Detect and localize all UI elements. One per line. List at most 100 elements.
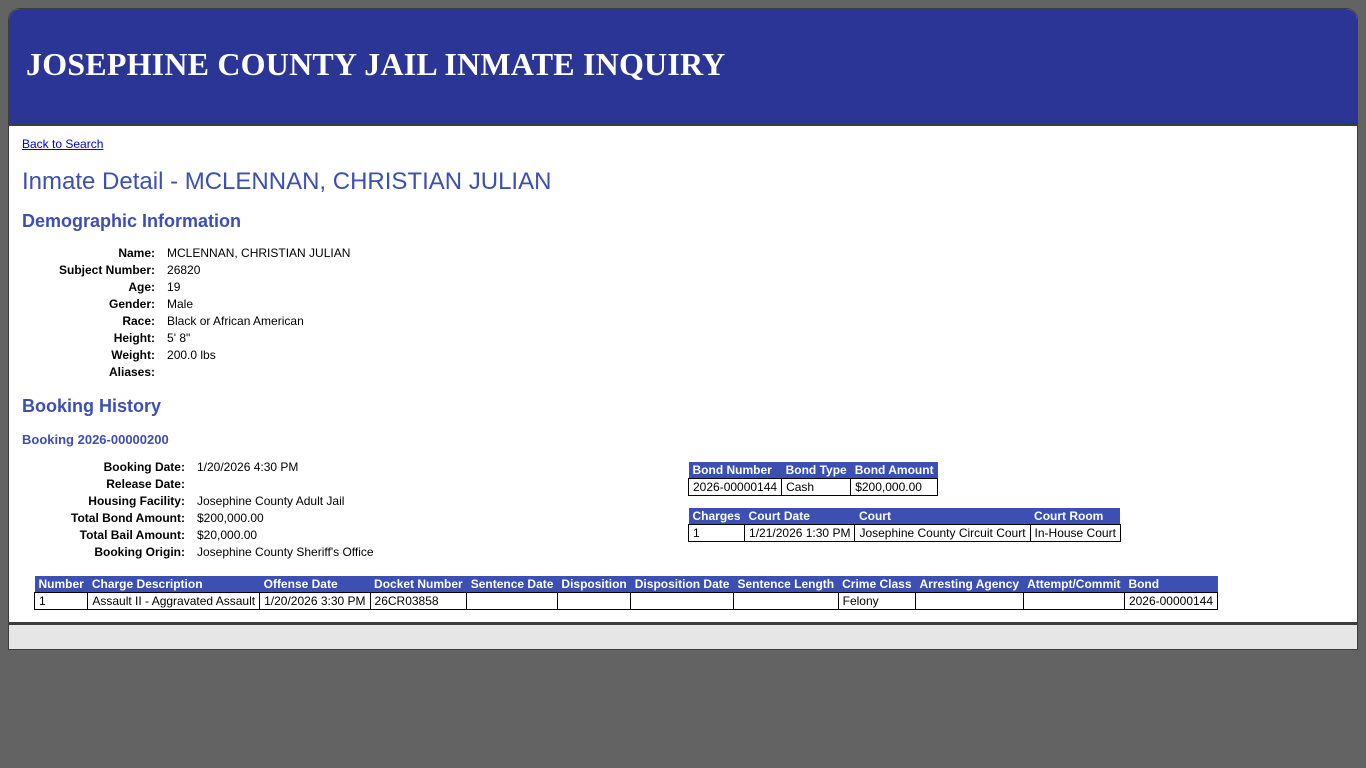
table-cell: Josephine County Circuit Court: [854, 524, 1031, 542]
table-cell: 1/21/2026 1:30 PM: [744, 524, 856, 542]
field-value: MCLENNAN, CHRISTIAN JULIAN: [167, 246, 351, 260]
main-content: Back to Search Inmate Detail - MCLENNAN,…: [9, 126, 1357, 621]
field-row: Race: Black or African American: [59, 314, 350, 331]
field-label: Housing Facility:: [88, 494, 185, 508]
table-cell: [915, 592, 1024, 610]
page-title: Inmate Detail - MCLENNAN, CHRISTIAN JULI…: [22, 168, 552, 195]
column-header: Number: [34, 576, 88, 593]
field-label: Total Bail Amount:: [79, 528, 185, 542]
field-value: Male: [167, 297, 194, 311]
field-row: Release Date:: [71, 477, 374, 494]
column-header: Arresting Agency: [915, 576, 1024, 593]
field-value: 1/20/2026 4:30 PM: [196, 460, 299, 474]
field-row: Height: 5' 8": [59, 331, 350, 348]
column-header: Bond Amount: [850, 462, 938, 479]
field-row: Total Bond Amount: $200,000.00: [71, 511, 374, 528]
court-table: Charges Court Date Court Court Room 1 1/21/20…: [687, 508, 1121, 542]
field-row: Aliases:: [59, 365, 350, 382]
table-cell: [466, 592, 558, 610]
column-header: Court Room: [1030, 508, 1121, 525]
table-cell: Felony: [837, 592, 917, 610]
table-cell: Assault II - Aggravated Assault: [87, 592, 261, 610]
booking-history-heading: Booking History: [22, 396, 162, 416]
field-value: $200,000.00: [196, 511, 264, 525]
header-row: Charges Court Date Court Court Room: [688, 508, 1121, 525]
field-value: $20,000.00: [196, 528, 258, 542]
field-row: Weight: 200.0 lbs: [59, 348, 350, 365]
field-row: Booking Origin: Josephine County Sheriff'…: [71, 545, 374, 562]
column-header: Attempt/Commit: [1023, 576, 1125, 593]
field-value: Josephine County Adult Jail: [196, 494, 345, 508]
table-cell: 1: [687, 524, 746, 542]
table-cell: 26CR03858: [369, 592, 468, 610]
field-row: Name: MCLENNAN, CHRISTIAN JULIAN: [59, 246, 350, 263]
table-cell: [630, 592, 734, 610]
field-row: Age: 19: [59, 280, 350, 297]
table-cell: [556, 592, 632, 610]
field-label: Aliases:: [108, 365, 156, 379]
column-header: Sentence Length: [733, 576, 839, 593]
table-cell: 2026-00000144: [1123, 592, 1219, 610]
table-cell: In-House Court: [1029, 524, 1121, 542]
field-row: Gender: Male: [59, 297, 350, 314]
column-header: Offense Date: [259, 576, 371, 593]
field-label: Gender:: [109, 297, 156, 311]
column-header: Court Date: [744, 508, 855, 525]
table-cell: [732, 592, 839, 610]
demographics-heading: Demographic Information: [22, 211, 242, 231]
field-label: Name:: [118, 246, 156, 260]
footer: [9, 622, 1357, 649]
header: JOSEPHINE COUNTY JAIL INMATE INQUIRY: [9, 9, 1357, 126]
column-header: Bond Number: [688, 462, 782, 479]
column-header: Charge Description: [87, 576, 260, 593]
field-label: Booking Origin:: [94, 545, 185, 559]
field-value: Josephine County Sheriff's Office: [196, 545, 374, 559]
header-row: Number Charge Description Offense Date Dock…: [34, 576, 1218, 593]
field-row: Housing Facility: Josephine County Adult …: [71, 494, 374, 511]
field-value: 200.0 lbs: [167, 348, 216, 362]
field-row: Subject Number: 26820: [59, 263, 350, 280]
table-cell: Cash: [781, 478, 852, 496]
column-header: Charges: [688, 508, 745, 525]
table-cell: $200,000.00: [850, 478, 939, 496]
back-to-search-link[interactable]: Back to Search: [22, 137, 104, 151]
field-value: 26820: [167, 263, 201, 277]
field-label: Race:: [122, 314, 156, 328]
field-value: 19: [167, 280, 181, 294]
booking-details-table: Booking Date: 1/20/2026 4:30 PM Release Da…: [71, 460, 374, 562]
field-value: 5' 8": [167, 331, 191, 345]
field-value: [167, 365, 350, 382]
table-row: 2026-00000144 Cash $200,000.00: [687, 478, 939, 496]
column-header: Disposition: [557, 576, 631, 593]
booking-heading: Booking 2026-00000200: [22, 432, 169, 447]
column-header: Bond: [1124, 576, 1218, 593]
table-cell: 1: [33, 592, 89, 610]
column-header: Docket Number: [370, 576, 467, 593]
field-label: Subject Number:: [59, 263, 156, 277]
field-row: Total Bail Amount: $20,000.00: [71, 528, 374, 545]
column-header: Sentence Date: [466, 576, 558, 593]
field-label: Release Date:: [106, 477, 185, 491]
page-frame: JOSEPHINE COUNTY JAIL INMATE INQUIRY Bac…: [8, 8, 1358, 650]
field-value: Black or African American: [167, 314, 304, 328]
field-label: Total Bond Amount:: [71, 511, 185, 525]
field-label: Weight:: [111, 348, 156, 362]
field-label: Height:: [113, 331, 156, 345]
table-cell: 1/20/2026 3:30 PM: [259, 592, 371, 610]
demographics-table: Name: MCLENNAN, CHRISTIAN JULIAN Subject N…: [59, 246, 350, 382]
header-row: Bond Number Bond Type Bond Amount: [688, 462, 938, 479]
field-value: [197, 477, 374, 494]
charges-table: Number Charge Description Offense Date Dock…: [33, 576, 1219, 610]
table-cell: 2026-00000144: [687, 478, 783, 496]
column-header: Court: [854, 508, 1031, 525]
bonds-table: Bond Number Bond Type Bond Amount 2026-0000…: [687, 462, 939, 496]
field-label: Booking Date:: [103, 460, 185, 474]
field-label: Age:: [128, 280, 156, 294]
column-header: Crime Class: [838, 576, 916, 593]
column-header: Bond Type: [781, 462, 851, 479]
column-header: Disposition Date: [630, 576, 734, 593]
table-cell: [1022, 592, 1125, 610]
table-row: 1 1/21/2026 1:30 PM Josephine County Circu…: [687, 524, 1121, 542]
site-title: JOSEPHINE COUNTY JAIL INMATE INQUIRY: [26, 46, 726, 82]
table-row: 1 Assault II - Aggravated Assault 1/20/202…: [33, 592, 1219, 610]
